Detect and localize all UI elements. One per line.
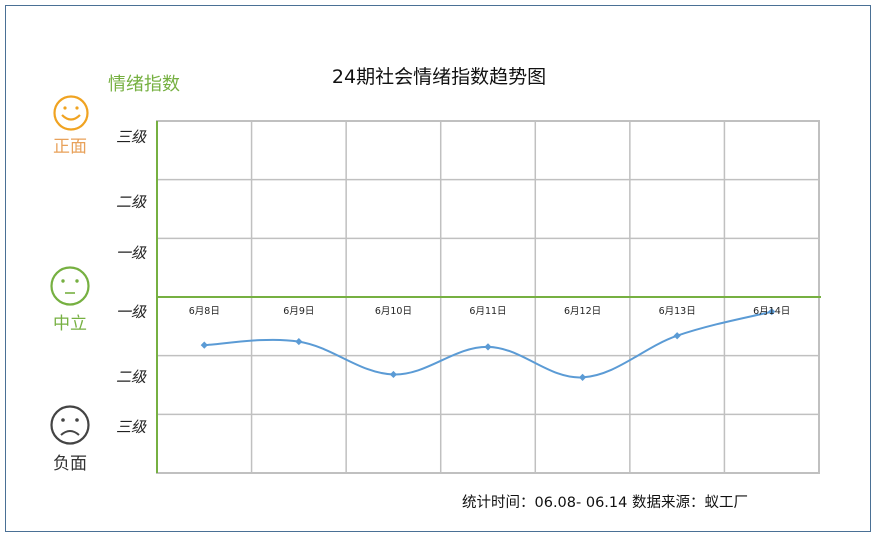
chart-title: 24期社会情绪指数趋势图 bbox=[331, 66, 547, 88]
level-label-neg3: 三级 bbox=[115, 418, 146, 436]
x-tick-label: 6月13日 bbox=[659, 306, 696, 317]
chart-frame bbox=[5, 5, 871, 532]
level-label-neg1: 一级 bbox=[115, 303, 146, 321]
level-label-neg2: 二级 bbox=[115, 368, 146, 386]
data-point-6 bbox=[673, 332, 681, 340]
level-label-pos2: 二级 bbox=[115, 193, 146, 211]
footer: 统计时间：06.08- 06.14 数据来源：蚁工厂 bbox=[462, 491, 748, 512]
data-point-5 bbox=[578, 373, 587, 381]
x-tick-label: 6月11日 bbox=[469, 306, 506, 317]
level-label-pos1: 一级 bbox=[115, 244, 146, 262]
source-value: 蚁工厂 bbox=[704, 495, 748, 511]
positive-label: 正面 bbox=[53, 137, 87, 157]
period-label: 统计时间： bbox=[462, 495, 535, 511]
x-tick-label: 6月12日 bbox=[564, 306, 601, 317]
smile-face-icon bbox=[53, 95, 89, 131]
frown-face-icon bbox=[50, 405, 90, 445]
source-label: 数据来源： bbox=[631, 495, 705, 511]
data-point-3 bbox=[389, 370, 398, 379]
data-point-1 bbox=[200, 341, 208, 349]
period-value: 06.08- 06.14 bbox=[534, 495, 628, 511]
negative-label: 负面 bbox=[53, 454, 87, 474]
x-tick-label: 6月9日 bbox=[283, 306, 314, 317]
x-tick-label: 6月10日 bbox=[375, 306, 412, 317]
x-tick-label: 6月14日 bbox=[753, 306, 790, 317]
data-point-7 bbox=[768, 308, 776, 316]
level-label-pos3: 三级 bbox=[115, 128, 146, 146]
neutral-label: 中立 bbox=[53, 314, 87, 334]
neutral-face-icon bbox=[50, 266, 90, 306]
data-point-4 bbox=[484, 343, 492, 351]
chart-subtitle: 情绪指数 bbox=[108, 74, 180, 95]
x-tick-label: 6月8日 bbox=[189, 306, 220, 317]
data-point-2 bbox=[295, 337, 303, 346]
